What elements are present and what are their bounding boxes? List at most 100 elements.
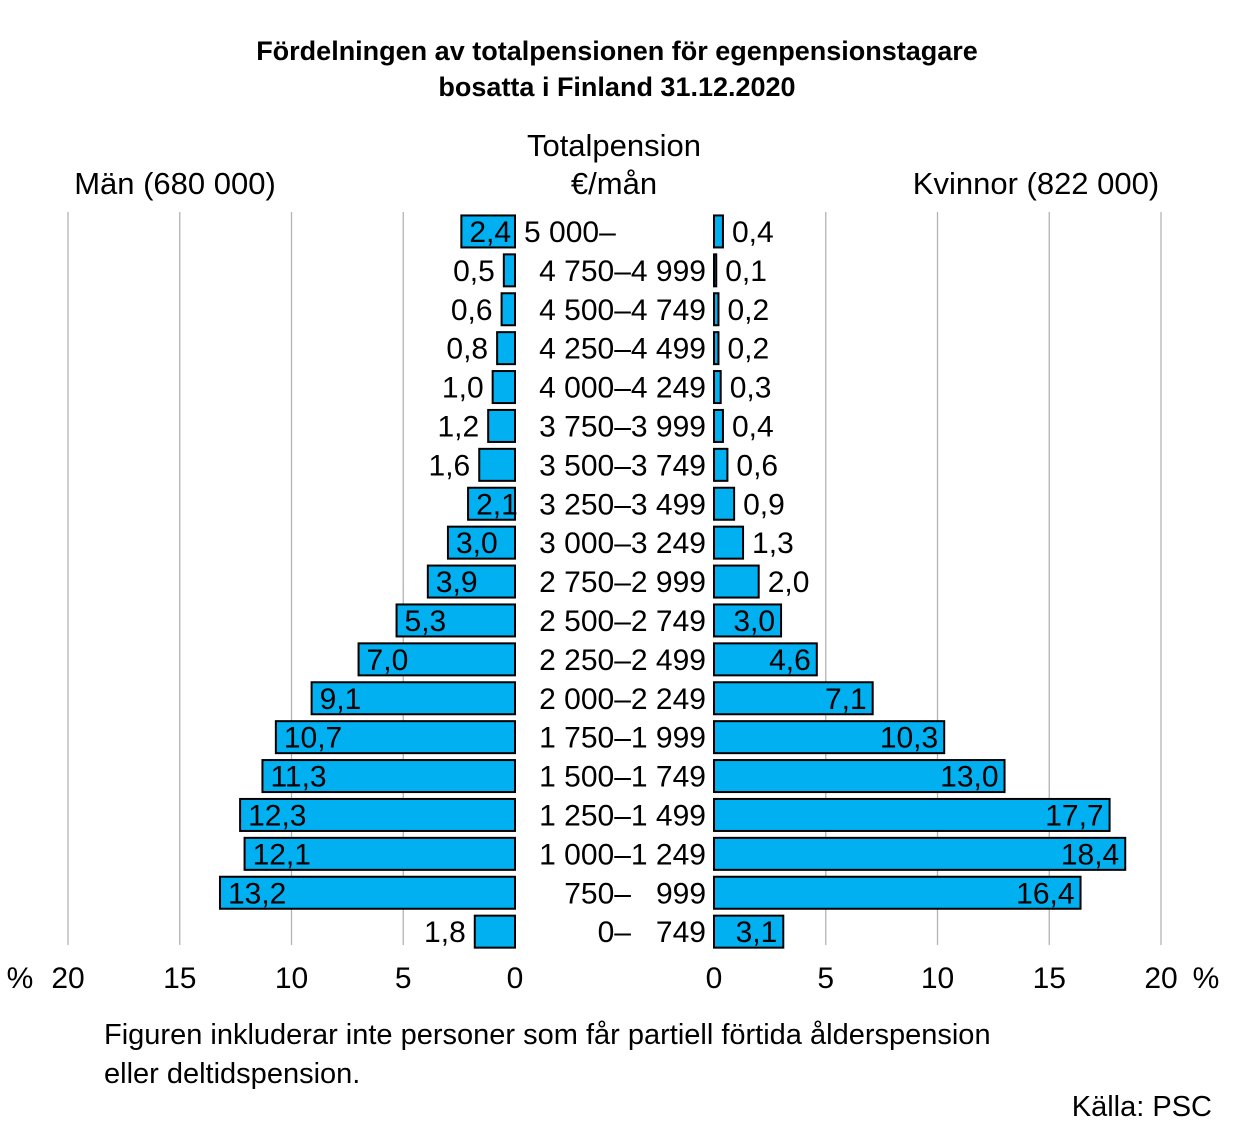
tick-label-women: 0 [706, 962, 723, 995]
category-label: 4 500–4 749 [539, 294, 706, 327]
data-label-women: 0,3 [730, 372, 772, 405]
data-label-women: 17,7 [1045, 799, 1103, 832]
category-labels: 5 000– 4 750–4 999 4 500–4 749 4 250–4 499 4… [524, 216, 706, 949]
bar-men [467, 486, 517, 521]
bar-men [395, 603, 517, 638]
data-label-men: 3,0 [456, 527, 498, 560]
chart-title-line-1: Fördelningen av totalpensionen för egenp… [256, 36, 978, 66]
data-label-women: 2,0 [768, 566, 810, 599]
bars [218, 214, 1127, 949]
bar-women [713, 564, 760, 599]
bar-men [357, 642, 516, 677]
category-label: 3 000–3 249 [539, 527, 706, 560]
source-label: Källa: PSC [1072, 1091, 1212, 1123]
bar-men [500, 292, 516, 327]
data-label-women: 16,4 [1016, 877, 1074, 910]
tick-label-women: 15 [1033, 962, 1066, 995]
category-label: 750– 999 [564, 877, 706, 910]
data-label-women: 1,3 [752, 527, 794, 560]
category-label: 1 250–1 499 [539, 799, 706, 832]
data-label-women: 0,2 [727, 294, 769, 327]
tick-label-men: 5 [395, 962, 412, 995]
bar-women [713, 370, 722, 405]
bar-men [261, 759, 516, 794]
data-label-women: 0,4 [732, 216, 774, 249]
bar-women [713, 797, 1111, 832]
bar-women [713, 292, 720, 327]
category-label: 1 000–1 249 [539, 838, 706, 871]
data-labels: 2,4 0,4 0,5 0,1 0,6 0,2 0,8 0,2 1,0 0,3 1,2 0,4 1,6 0… [228, 216, 1119, 949]
bar-women [713, 720, 946, 755]
data-label-men: 2,4 [469, 216, 511, 249]
data-label-men: 3,9 [436, 566, 478, 599]
data-label-men: 0,8 [446, 333, 488, 366]
tick-label-women: 20 [1144, 962, 1177, 995]
data-label-women: 0,6 [736, 449, 778, 482]
bar-women [713, 408, 724, 443]
category-label: 0– 749 [598, 916, 706, 949]
bar-men [473, 914, 516, 949]
tick-label-men: 15 [163, 962, 196, 995]
category-label: 2 250–2 499 [539, 644, 706, 677]
tick-label-men: 0 [507, 962, 524, 995]
bar-men [502, 253, 517, 288]
data-label-men: 1,0 [442, 372, 484, 405]
men-series-header: Män (680 000) [74, 166, 276, 201]
data-label-men: 1,2 [437, 410, 479, 443]
footnote-line-1: Figuren inkluderar inte personer som får… [104, 1019, 991, 1051]
bar-women [713, 331, 720, 366]
data-label-women: 0,4 [732, 410, 774, 443]
bar-men [460, 214, 516, 249]
data-label-men: 7,0 [367, 644, 409, 677]
data-label-men: 1,8 [424, 916, 466, 949]
data-label-men: 11,3 [270, 761, 326, 794]
category-header-line-1: Totalpension [527, 128, 701, 163]
tick-label-men: 10 [275, 962, 308, 995]
unit-label-right: % [1193, 962, 1220, 995]
bar-women [713, 214, 724, 249]
bar-men [446, 525, 517, 560]
tick-label-women: 5 [817, 962, 834, 995]
category-label: 2 750–2 999 [539, 566, 706, 599]
data-label-women: 13,0 [940, 761, 998, 794]
category-label: 3 250–3 499 [539, 488, 706, 521]
bar-men [218, 875, 516, 910]
bar-men [426, 564, 516, 599]
chart-title-line-2: bosatta i Finland 31.12.2020 [438, 72, 795, 102]
data-label-men: 2,1 [476, 488, 518, 521]
bar-women [713, 759, 1006, 794]
bar-women [713, 603, 783, 638]
data-label-women: 18,4 [1061, 838, 1119, 871]
gridlines [67, 212, 1162, 945]
category-header-line-2: €/mån [571, 166, 657, 201]
data-label-women: 7,1 [825, 683, 867, 716]
data-label-men: 13,2 [228, 877, 286, 910]
bar-women [713, 447, 729, 482]
data-label-men: 12,1 [253, 838, 311, 871]
category-label: 3 750–3 999 [539, 410, 706, 443]
bar-women [713, 914, 785, 949]
category-label: 1 750–1 999 [539, 722, 706, 755]
category-label: 2 500–2 749 [539, 605, 706, 638]
data-label-women: 0,2 [727, 333, 769, 366]
data-label-women: 0,1 [725, 255, 767, 288]
data-label-women: 3,0 [733, 605, 775, 638]
unit-label-left: % [7, 962, 34, 995]
data-label-women: 0,9 [743, 488, 785, 521]
category-label: 3 500–3 749 [539, 449, 706, 482]
data-label-women: 10,3 [880, 722, 938, 755]
tick-label-women: 10 [921, 962, 954, 995]
category-label: 4 250–4 499 [539, 333, 706, 366]
tick-label-men: 20 [51, 962, 84, 995]
data-label-men: 10,7 [284, 722, 342, 755]
data-label-men: 1,6 [429, 449, 471, 482]
bar-women [713, 875, 1082, 910]
bar-men [239, 797, 516, 832]
bar-men [274, 720, 517, 755]
bar-women [713, 253, 718, 288]
bar-men [487, 408, 516, 443]
category-label: 5 000– [524, 216, 616, 249]
category-label: 4 750–4 999 [539, 255, 706, 288]
data-label-men: 12,3 [248, 799, 306, 832]
